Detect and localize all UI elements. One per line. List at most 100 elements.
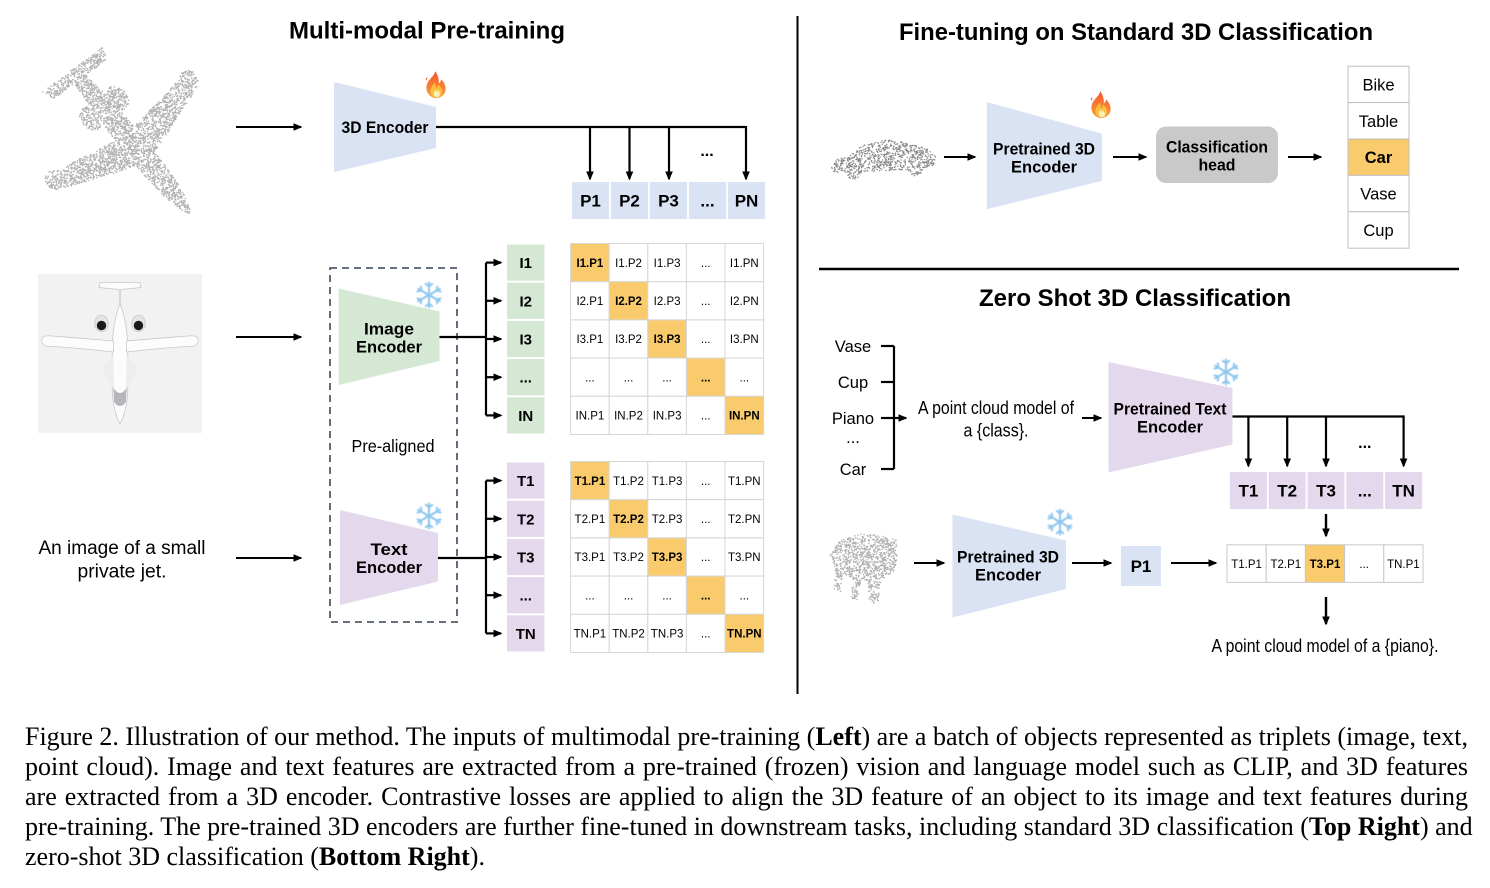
svg-text:A point cloud model of: A point cloud model of [918,398,1075,418]
svg-text:...: ... [1359,559,1369,571]
svg-text:Pretrained Text: Pretrained Text [1114,400,1227,419]
svg-text:T2.P3: T2.P3 [652,514,683,526]
svg-text:Encoder: Encoder [1137,418,1203,437]
svg-text:Encoder: Encoder [1011,158,1077,177]
svg-text:TN: TN [1392,482,1415,501]
svg-text:T3: T3 [1316,482,1336,501]
svg-text:head: head [1199,156,1236,175]
svg-text:Vase: Vase [835,338,871,356]
svg-text:I1: I1 [519,255,532,272]
svg-text:PN: PN [735,192,759,211]
svg-text:...: ... [519,370,532,387]
svg-text:...: ... [662,372,672,384]
svg-text:T3.P1: T3.P1 [1310,559,1341,571]
svg-text:P3: P3 [658,192,679,211]
svg-text:I2.PN: I2.PN [730,296,759,308]
svg-text:...: ... [701,590,711,602]
svg-text:T1: T1 [517,473,535,490]
svg-text:T1.P1: T1.P1 [575,476,606,488]
svg-text:T1.P1: T1.P1 [1231,559,1262,571]
svg-text:Car: Car [840,461,867,479]
svg-text:Text: Text [371,540,408,559]
svg-text:...: ... [701,476,711,488]
svg-text:IN.PN: IN.PN [729,411,760,423]
svg-text:...: ... [624,372,634,384]
svg-text:...: ... [701,411,711,423]
svg-text:I3.P3: I3.P3 [654,334,681,346]
svg-text:Zero Shot 3D Classification: Zero Shot 3D Classification [979,285,1291,312]
svg-text:T3.P1: T3.P1 [575,552,606,564]
svg-text:IN: IN [518,408,533,425]
svg-text:...: ... [662,590,672,602]
svg-text:Image: Image [364,320,414,339]
svg-text:...: ... [701,514,711,526]
svg-text:TN.PN: TN.PN [727,629,762,641]
svg-text:...: ... [701,334,711,346]
svg-text:IN.P3: IN.P3 [653,411,682,423]
svg-text:I2: I2 [519,293,532,310]
svg-text:T3.P3: T3.P3 [652,552,683,564]
svg-text:T2: T2 [517,511,535,528]
svg-text:T3: T3 [517,550,535,567]
svg-text:A point cloud model of a {pian: A point cloud model of a {piano}. [1212,636,1439,656]
svg-text:...: ... [701,296,711,308]
svg-text:Pretrained 3D: Pretrained 3D [993,140,1095,159]
svg-text:I1.PN: I1.PN [730,258,759,270]
svg-text:TN: TN [516,626,536,643]
svg-text:Encoder: Encoder [356,558,422,577]
svg-text:...: ... [585,372,595,384]
svg-text:...: ... [701,258,711,270]
svg-text:TN.P3: TN.P3 [651,629,684,641]
svg-text:T3.P2: T3.P2 [613,552,644,564]
svg-text:An image of a small: An image of a small [39,538,206,559]
svg-text:...: ... [1358,435,1371,452]
svg-text:T2.P1: T2.P1 [1270,559,1301,571]
svg-text:3D Encoder: 3D Encoder [342,118,429,137]
svg-text:Table: Table [1359,113,1398,131]
svg-text:I3.P1: I3.P1 [576,334,603,346]
svg-text:Bike: Bike [1362,76,1394,94]
svg-text:Cup: Cup [1363,222,1393,240]
svg-text:...: ... [700,192,714,211]
svg-text:...: ... [846,429,860,447]
svg-text:private jet.: private jet. [78,562,167,583]
svg-text:IN.P2: IN.P2 [614,411,643,423]
svg-text:P1: P1 [580,192,601,211]
svg-text:I1.P2: I1.P2 [615,258,642,270]
svg-text:I3.P2: I3.P2 [615,334,642,346]
svg-text:I3: I3 [519,332,532,349]
svg-text:T2.P1: T2.P1 [575,514,606,526]
svg-text:Multi-modal Pre-training: Multi-modal Pre-training [289,18,565,45]
svg-text:Encoder: Encoder [356,338,422,357]
svg-text:...: ... [700,143,713,160]
svg-text:Car: Car [1365,149,1393,167]
svg-text:I3.PN: I3.PN [730,334,759,346]
svg-text:Cup: Cup [838,374,868,392]
svg-text:Classification: Classification [1166,138,1268,157]
svg-text:I1.P1: I1.P1 [576,258,603,270]
svg-text:...: ... [1358,482,1372,501]
svg-text:...: ... [740,372,750,384]
svg-text:P2: P2 [619,192,640,211]
svg-text:T1: T1 [1238,482,1258,501]
svg-text:...: ... [740,590,750,602]
svg-text:TN.P1: TN.P1 [574,629,607,641]
svg-text:I2.P2: I2.P2 [615,296,642,308]
svg-text:T2.P2: T2.P2 [613,514,644,526]
svg-text:...: ... [585,590,595,602]
svg-text:I2.P1: I2.P1 [576,296,603,308]
svg-text:...: ... [701,552,711,564]
svg-text:Vase: Vase [1360,186,1396,204]
svg-text:...: ... [624,590,634,602]
svg-text:TN.P2: TN.P2 [612,629,645,641]
svg-text:TN.P1: TN.P1 [1387,559,1420,571]
svg-text:T1.P2: T1.P2 [613,476,644,488]
svg-text:Fine-tuning on Standard 3D Cla: Fine-tuning on Standard 3D Classificatio… [899,19,1373,46]
svg-text:a {class}.: a {class}. [964,421,1029,441]
svg-text:T3.PN: T3.PN [728,552,761,564]
svg-text:...: ... [701,372,711,384]
svg-text:Pre-aligned: Pre-aligned [352,436,435,456]
svg-text:...: ... [519,588,532,605]
svg-text:T1.PN: T1.PN [728,476,761,488]
svg-text:T2.PN: T2.PN [728,514,761,526]
